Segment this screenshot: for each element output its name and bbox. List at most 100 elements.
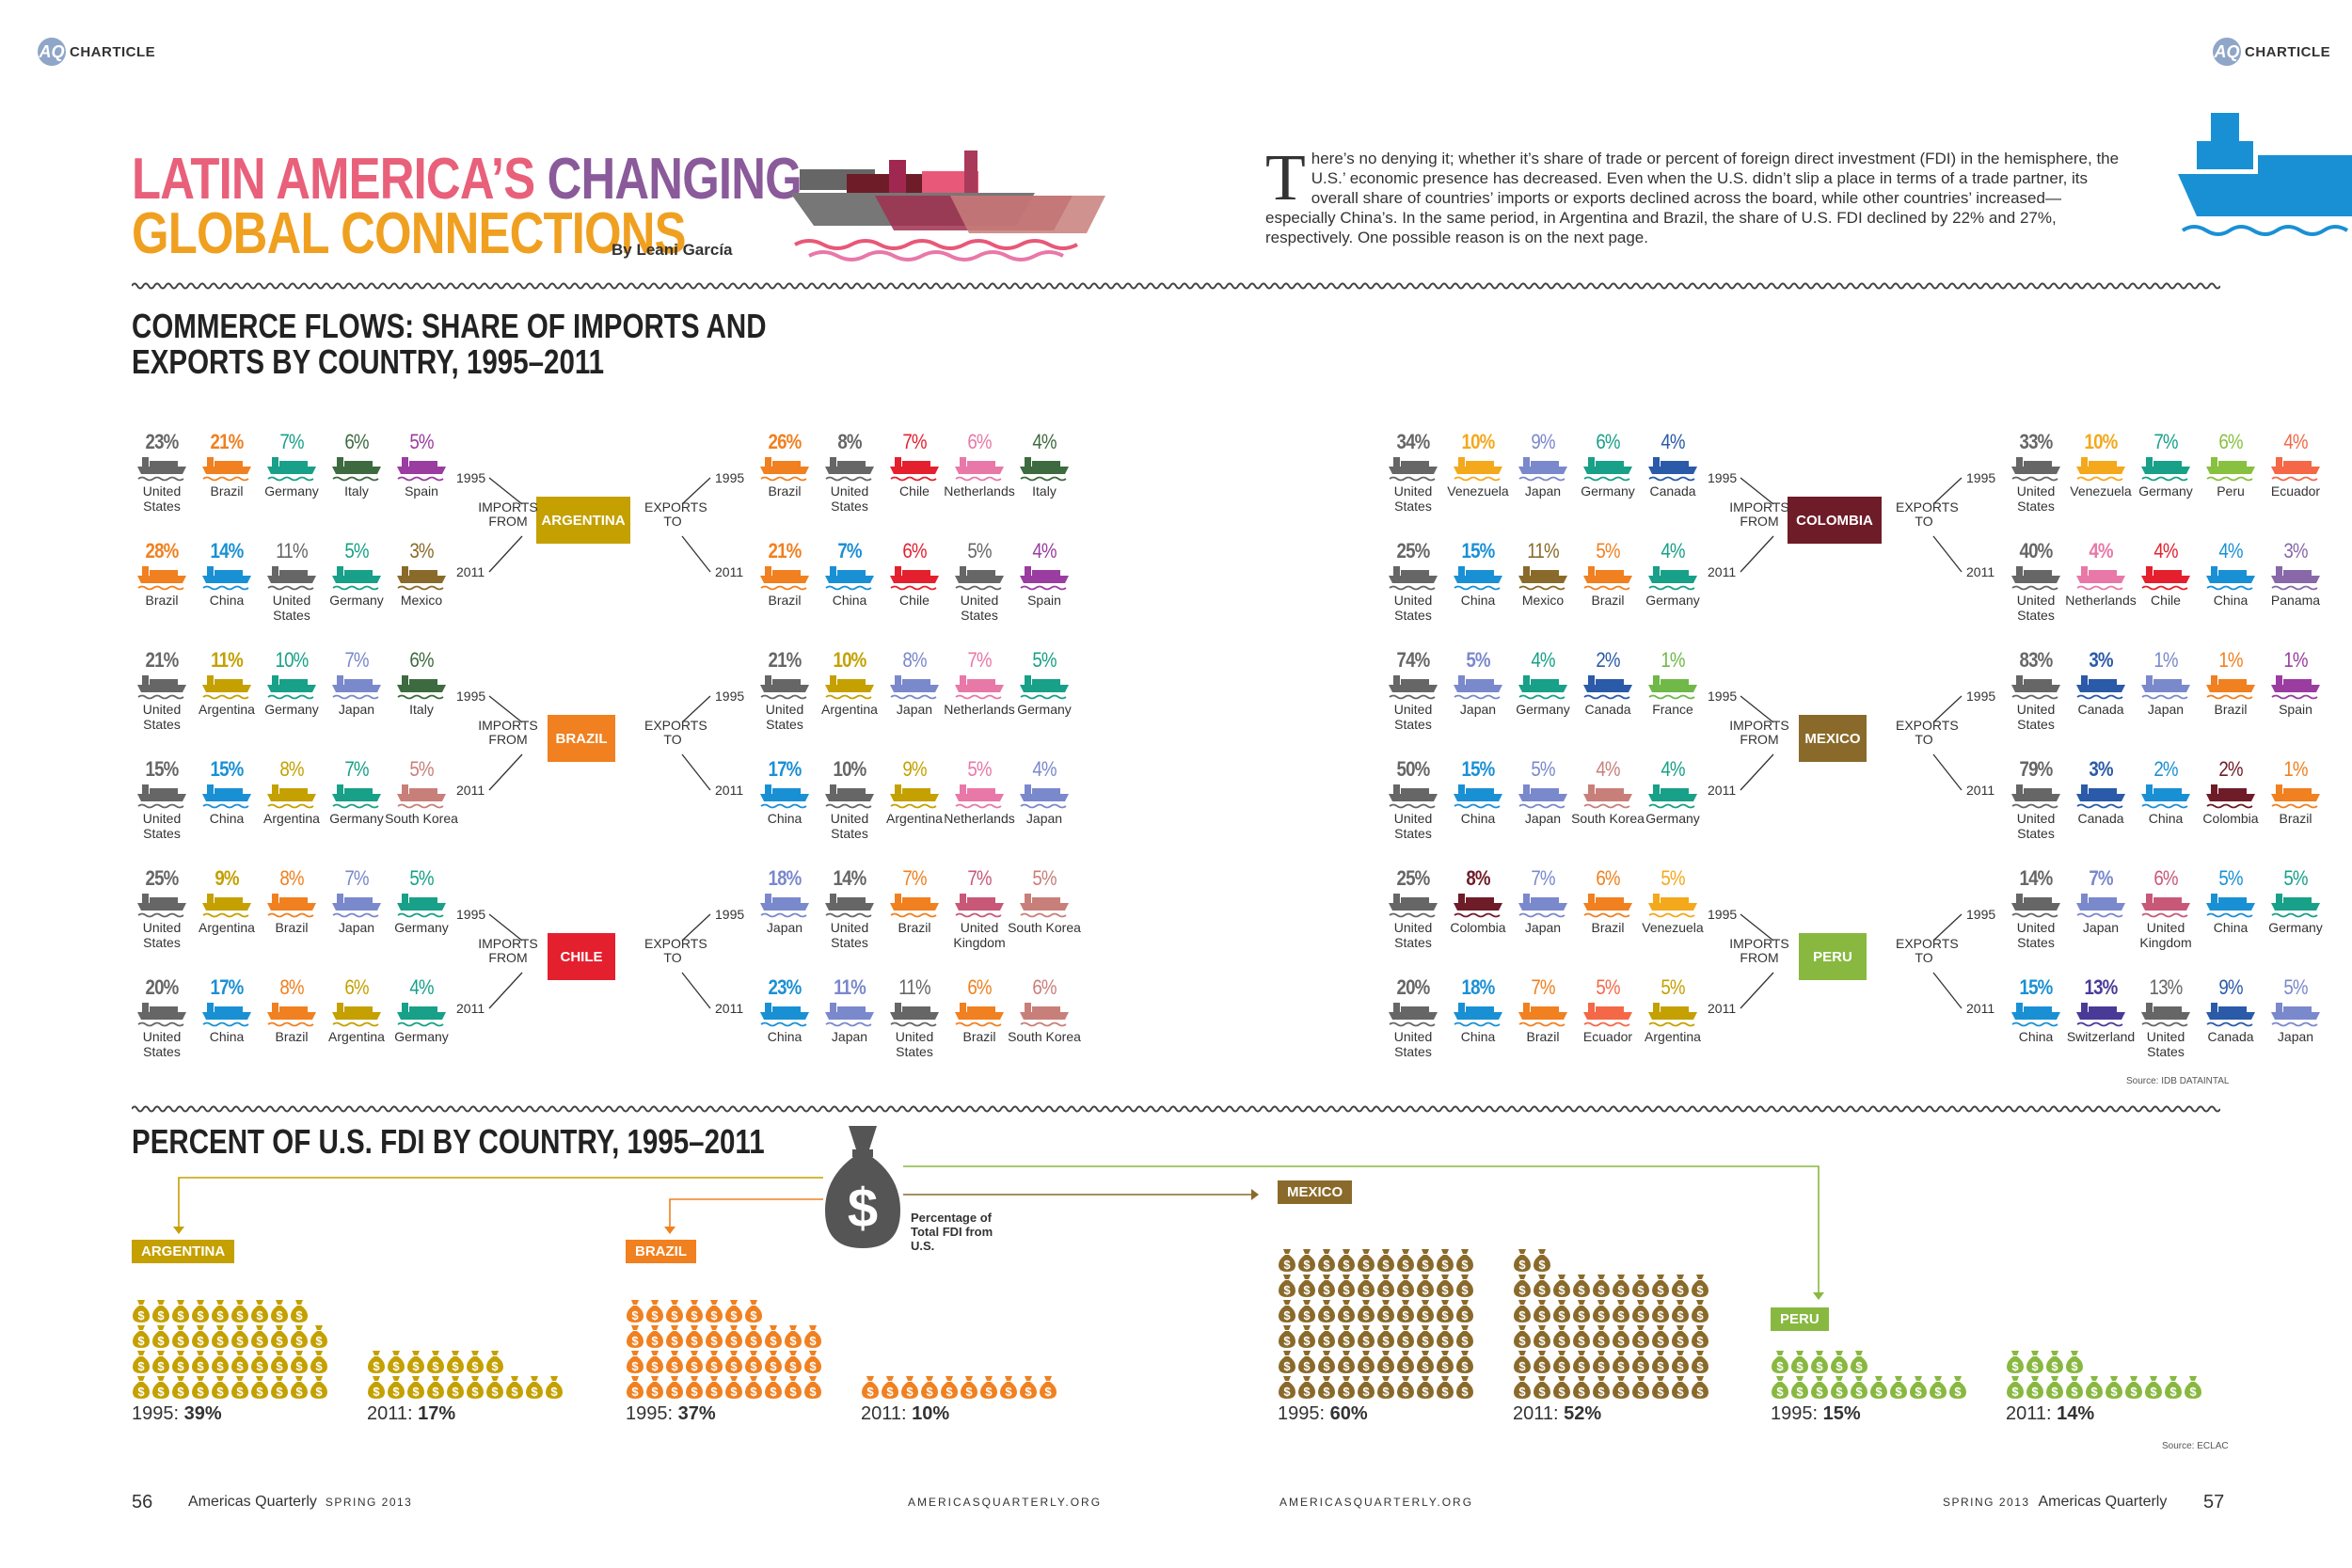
svg-text:$: $ (730, 1308, 738, 1323)
cargo-ship-icon (1389, 566, 1438, 591)
share-percent: 15% (1461, 757, 1496, 781)
trade-partner-cell: 6% Brazil (1578, 867, 1638, 935)
share-percent: 83% (2019, 648, 2054, 672)
svg-text:$: $ (1283, 1334, 1291, 1348)
money-bag-icon: $ (765, 1351, 782, 1373)
trade-partner-cell: 5% Japan (1513, 758, 1573, 826)
share-percent: 7% (1531, 975, 1555, 999)
page-title-line2: GLOBAL CONNECTIONS (132, 201, 687, 266)
year-label: 2011 (1708, 564, 1737, 579)
svg-text:$: $ (651, 1359, 659, 1373)
partner-country-name: Argentina (886, 811, 943, 826)
partner-country-name: Canada (1649, 483, 1696, 499)
cargo-ships-illustration (790, 150, 1105, 261)
cargo-ship-icon (2141, 675, 2190, 700)
fdi-value: 1995: 15% (1771, 1403, 1861, 1424)
cargo-ship-icon (137, 566, 186, 591)
partner-country-name: United States (142, 811, 182, 841)
trade-partner-cell: 4% Netherlands (2065, 540, 2137, 609)
partner-country-name: Japan (338, 702, 375, 717)
svg-text:$: $ (631, 1385, 639, 1399)
url-left: AMERICASQUARTERLY.ORG (908, 1496, 1103, 1509)
svg-text:$: $ (256, 1334, 263, 1348)
trade-partner-cell: 10% United States (819, 758, 880, 841)
partner-country-name: United Kingdom (2139, 920, 2192, 950)
cargo-ship-icon (955, 784, 1004, 809)
svg-text:$: $ (1343, 1385, 1350, 1399)
partner-country-name: Germany (394, 1029, 449, 1044)
svg-text:$: $ (1954, 1385, 1962, 1399)
svg-text:$: $ (1005, 1385, 1012, 1399)
money-bag-icon: $ (706, 1351, 723, 1373)
fdi-value: 2011: 52% (1513, 1403, 1602, 1424)
svg-text:$: $ (1538, 1334, 1546, 1348)
fdi-value: 1995: 39% (132, 1403, 222, 1424)
share-percent: 17% (768, 757, 803, 781)
cargo-ship-icon (1583, 566, 1632, 591)
money-bag-icon: $ (804, 1376, 821, 1399)
trade-partner-cell: 7% Japan (2071, 867, 2131, 935)
money-bag-icon: $ (1851, 1376, 1867, 1399)
svg-text:$: $ (276, 1334, 283, 1348)
cargo-ship-icon (137, 1003, 186, 1027)
svg-text:$: $ (1776, 1359, 1784, 1373)
money-bag-icon: $ (1318, 1325, 1335, 1348)
cargo-ship-icon (2271, 894, 2320, 918)
share-percent: 6% (409, 648, 434, 672)
money-bag-icon: $ (407, 1376, 424, 1399)
partner-country-name: Brazil (275, 920, 309, 935)
trade-partner-cell: 20% United States (132, 976, 192, 1059)
cargo-ship-icon (825, 1003, 874, 1027)
cargo-ship-icon (1648, 1003, 1697, 1027)
trade-partner-cell: 6% Germany (1578, 431, 1638, 499)
money-bag-icon: $ (1456, 1351, 1473, 1373)
money-bag-icon: $ (1338, 1376, 1355, 1399)
trade-partner-cell: 4% Japan (1014, 758, 1074, 826)
trade-partner-cell: 4% South Korea (1571, 758, 1645, 827)
svg-text:$: $ (710, 1385, 718, 1399)
trade-partner-cell: 83% United States (2006, 649, 2066, 732)
partner-country-name: United States (1393, 483, 1433, 514)
trade-partner-cell: 6% South Korea (1008, 975, 1081, 1045)
svg-text:$: $ (1382, 1258, 1390, 1272)
partner-country-name: Argentina (199, 702, 255, 717)
money-bag-icon: $ (1437, 1376, 1454, 1399)
svg-text:$: $ (1538, 1258, 1546, 1272)
money-bag-icon: $ (1358, 1300, 1375, 1323)
partner-country-name: Japan (1524, 483, 1562, 499)
share-percent: 6% (1032, 975, 1057, 999)
share-percent: 4% (1661, 757, 1685, 781)
money-bag-icon: $ (1652, 1351, 1669, 1373)
money-bag-icon: $ (1613, 1376, 1629, 1399)
money-bag-icon: $ (2185, 1376, 2201, 1399)
svg-text:$: $ (1816, 1359, 1823, 1373)
money-bag-icon: $ (1534, 1351, 1550, 1373)
money-bag-icon: $ (1652, 1275, 1669, 1297)
trade-partner-cell: 20% United States (1383, 976, 1443, 1059)
trade-partner-cell: 79% United States (2006, 758, 2066, 841)
partner-country-name: Japan (896, 702, 933, 717)
svg-text:$: $ (1382, 1385, 1390, 1399)
publication-right: SPRING 2013 Americas Quarterly (1943, 1494, 2168, 1510)
money-bag-icon: $ (251, 1376, 268, 1399)
money-bag-icon: $ (1417, 1376, 1434, 1399)
share-percent: 14% (2019, 866, 2054, 890)
money-bag-icon: $ (745, 1325, 762, 1348)
money-bag-icon: $ (1553, 1351, 1570, 1373)
exports-to-label: EXPORTS TO (644, 499, 707, 529)
svg-text:$: $ (1538, 1283, 1546, 1297)
trade-partner-cell: 1% Spain (2265, 649, 2326, 717)
svg-text:$: $ (1657, 1308, 1664, 1323)
cargo-ship-icon (332, 566, 381, 591)
share-percent: 6% (2153, 866, 2178, 890)
money-bag-icon: $ (1831, 1376, 1848, 1399)
money-bag-icon: $ (1514, 1351, 1531, 1373)
cargo-ship-icon (332, 675, 381, 700)
trade-partner-cell: 7% Chile (884, 431, 945, 499)
money-bag-icon: $ (447, 1376, 464, 1399)
partner-country-name: Japan (2147, 702, 2185, 717)
partner-country-name: Japan (1025, 811, 1063, 826)
country-hub: CHILE (548, 933, 615, 980)
trade-partner-cell: 7% Japan (1513, 867, 1573, 935)
svg-text:$: $ (432, 1359, 439, 1373)
